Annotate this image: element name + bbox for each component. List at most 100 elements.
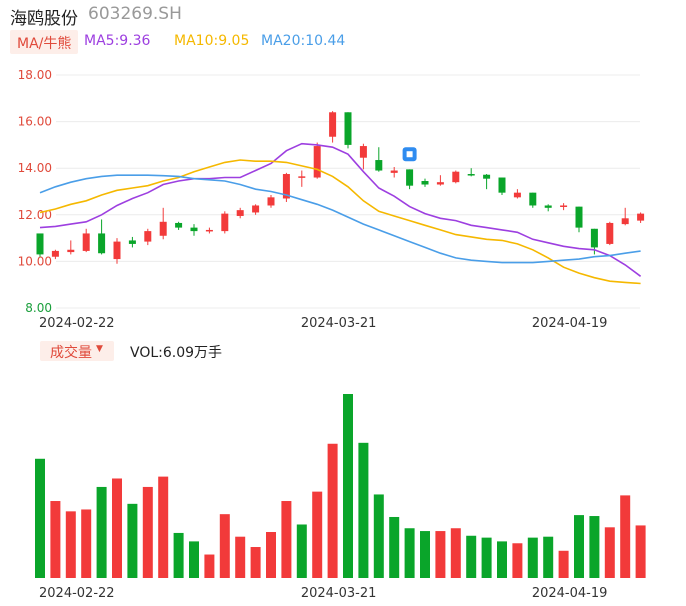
candle-body xyxy=(267,197,275,206)
x-tick-label: 2024-02-22 xyxy=(39,316,115,331)
volume-x-axis: 2024-02-22 2024-03-21 2024-04-19 xyxy=(39,586,607,601)
volume-bar xyxy=(219,514,230,578)
candle xyxy=(575,206,583,233)
volume-bar xyxy=(235,536,246,578)
volume-x-tick-label: 2024-02-22 xyxy=(39,586,115,601)
candle-body xyxy=(513,192,521,198)
badge-icon-mark xyxy=(406,151,413,158)
ma20-label: MA20:10.44 xyxy=(261,33,346,49)
candle-body xyxy=(375,160,383,171)
volume-bar xyxy=(497,541,507,578)
volume-bar xyxy=(558,550,569,578)
price-x-axis: 2024-02-22 2024-03-21 2024-04-19 xyxy=(39,316,607,331)
y-tick-label: 14.00 xyxy=(18,161,52,175)
ma-lines xyxy=(39,142,642,285)
volume-bar xyxy=(450,528,461,578)
volume-bar xyxy=(512,543,523,578)
candle-body xyxy=(298,176,306,178)
y-tick-label: 10.00 xyxy=(18,254,52,268)
volume-toggle-button[interactable]: 成交量 ▼ xyxy=(40,341,114,361)
volume-bar xyxy=(96,486,107,578)
volume-bar xyxy=(373,494,384,578)
candle-body xyxy=(144,231,152,242)
volume-bar xyxy=(404,528,415,578)
candle xyxy=(36,233,44,257)
candle xyxy=(436,175,444,186)
badge-icon xyxy=(402,147,417,162)
volume-bar xyxy=(296,524,307,578)
candle xyxy=(282,172,290,202)
volume-bars xyxy=(35,394,646,578)
candle-body xyxy=(390,170,398,173)
ma20-line xyxy=(39,174,641,264)
candle xyxy=(298,170,306,187)
candle-body xyxy=(359,146,367,158)
volume-toggle-label: 成交量 xyxy=(50,345,92,361)
volume-bar xyxy=(158,476,169,578)
candle xyxy=(236,207,244,219)
x-tick-label: 2024-03-21 xyxy=(301,316,377,331)
volume-bar xyxy=(589,516,600,578)
candle xyxy=(221,211,229,234)
candle xyxy=(51,249,59,260)
candle-body xyxy=(128,240,136,244)
y-tick-label: 12.00 xyxy=(18,208,52,222)
y-tick-label: 8.00 xyxy=(25,301,52,315)
candle xyxy=(67,240,75,255)
volume-bar xyxy=(312,491,323,578)
candle-body xyxy=(498,177,506,193)
ma-toggle-button[interactable]: MA/牛熊 xyxy=(10,30,78,54)
candle-body xyxy=(313,146,321,178)
candle xyxy=(483,174,491,190)
candle xyxy=(267,194,275,208)
candle xyxy=(113,238,121,264)
volume-bar xyxy=(266,532,276,578)
candle xyxy=(313,142,321,179)
candle-body xyxy=(205,229,213,232)
candle xyxy=(560,203,568,211)
candle xyxy=(98,219,106,255)
candle-body xyxy=(236,210,244,216)
candle xyxy=(144,228,152,246)
volume-bar xyxy=(250,547,261,578)
volume-bar xyxy=(65,511,76,578)
candle-body xyxy=(344,112,352,145)
volume-bar xyxy=(50,501,61,578)
y-tick-label: 18.00 xyxy=(18,68,52,82)
candle-body xyxy=(67,249,75,253)
candle-body xyxy=(467,174,475,176)
candle-body xyxy=(221,213,229,232)
candle xyxy=(205,227,213,234)
volume-bar xyxy=(204,554,215,578)
candle-body xyxy=(36,233,44,255)
candle-series xyxy=(36,111,645,264)
candle-body xyxy=(560,205,568,207)
stock-code: 603269.SH xyxy=(88,4,182,24)
candle-body xyxy=(82,233,90,251)
volume-bar xyxy=(189,541,199,578)
candle-body xyxy=(621,218,629,225)
volume-bar xyxy=(35,458,45,578)
candle xyxy=(175,221,183,230)
candle-body xyxy=(190,227,198,232)
candle xyxy=(498,177,506,195)
candle xyxy=(452,170,460,184)
candle-body xyxy=(452,171,460,183)
volume-bar xyxy=(604,527,615,578)
candle xyxy=(190,224,198,236)
candle-body xyxy=(252,205,260,213)
candle-body xyxy=(575,206,583,228)
volume-bar xyxy=(173,532,184,578)
price-grid xyxy=(56,74,640,309)
price-y-axis: 18.00 16.00 14.00 12.00 10.00 8.00 xyxy=(18,68,52,315)
ma5-line xyxy=(39,142,642,277)
volume-bar xyxy=(389,516,400,578)
volume-bar xyxy=(466,535,477,578)
candle xyxy=(359,143,367,170)
volume-bar xyxy=(142,486,153,578)
volume-bar xyxy=(127,503,138,578)
candle-body xyxy=(436,182,444,185)
volume-bar xyxy=(420,531,430,578)
x-tick-label: 2024-04-19 xyxy=(532,316,608,331)
